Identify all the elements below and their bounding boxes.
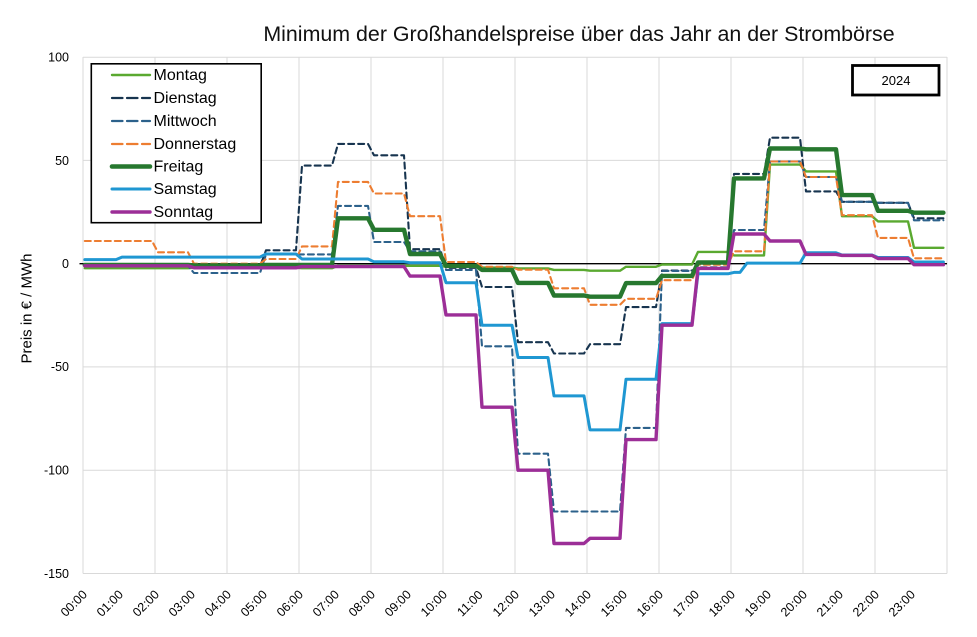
svg-text:Samstag: Samstag (154, 181, 217, 198)
svg-text:-150: -150 (44, 567, 69, 581)
svg-text:Mittwoch: Mittwoch (154, 113, 217, 130)
svg-text:Donnerstag: Donnerstag (154, 136, 237, 153)
svg-text:-100: -100 (44, 464, 69, 478)
svg-text:2024: 2024 (882, 73, 911, 88)
svg-text:50: 50 (55, 154, 69, 168)
svg-text:Montag: Montag (154, 67, 207, 84)
svg-text:100: 100 (48, 51, 69, 65)
svg-text:Preis in € / MWh: Preis in € / MWh (19, 253, 36, 363)
svg-text:Sonntag: Sonntag (154, 204, 214, 221)
svg-text:-50: -50 (51, 360, 69, 374)
svg-text:Minimum der Großhandelspreise: Minimum der Großhandelspreise über das J… (263, 22, 894, 46)
svg-text:Freitag: Freitag (154, 159, 204, 176)
svg-text:0: 0 (62, 257, 69, 271)
svg-text:Dienstag: Dienstag (154, 90, 217, 107)
